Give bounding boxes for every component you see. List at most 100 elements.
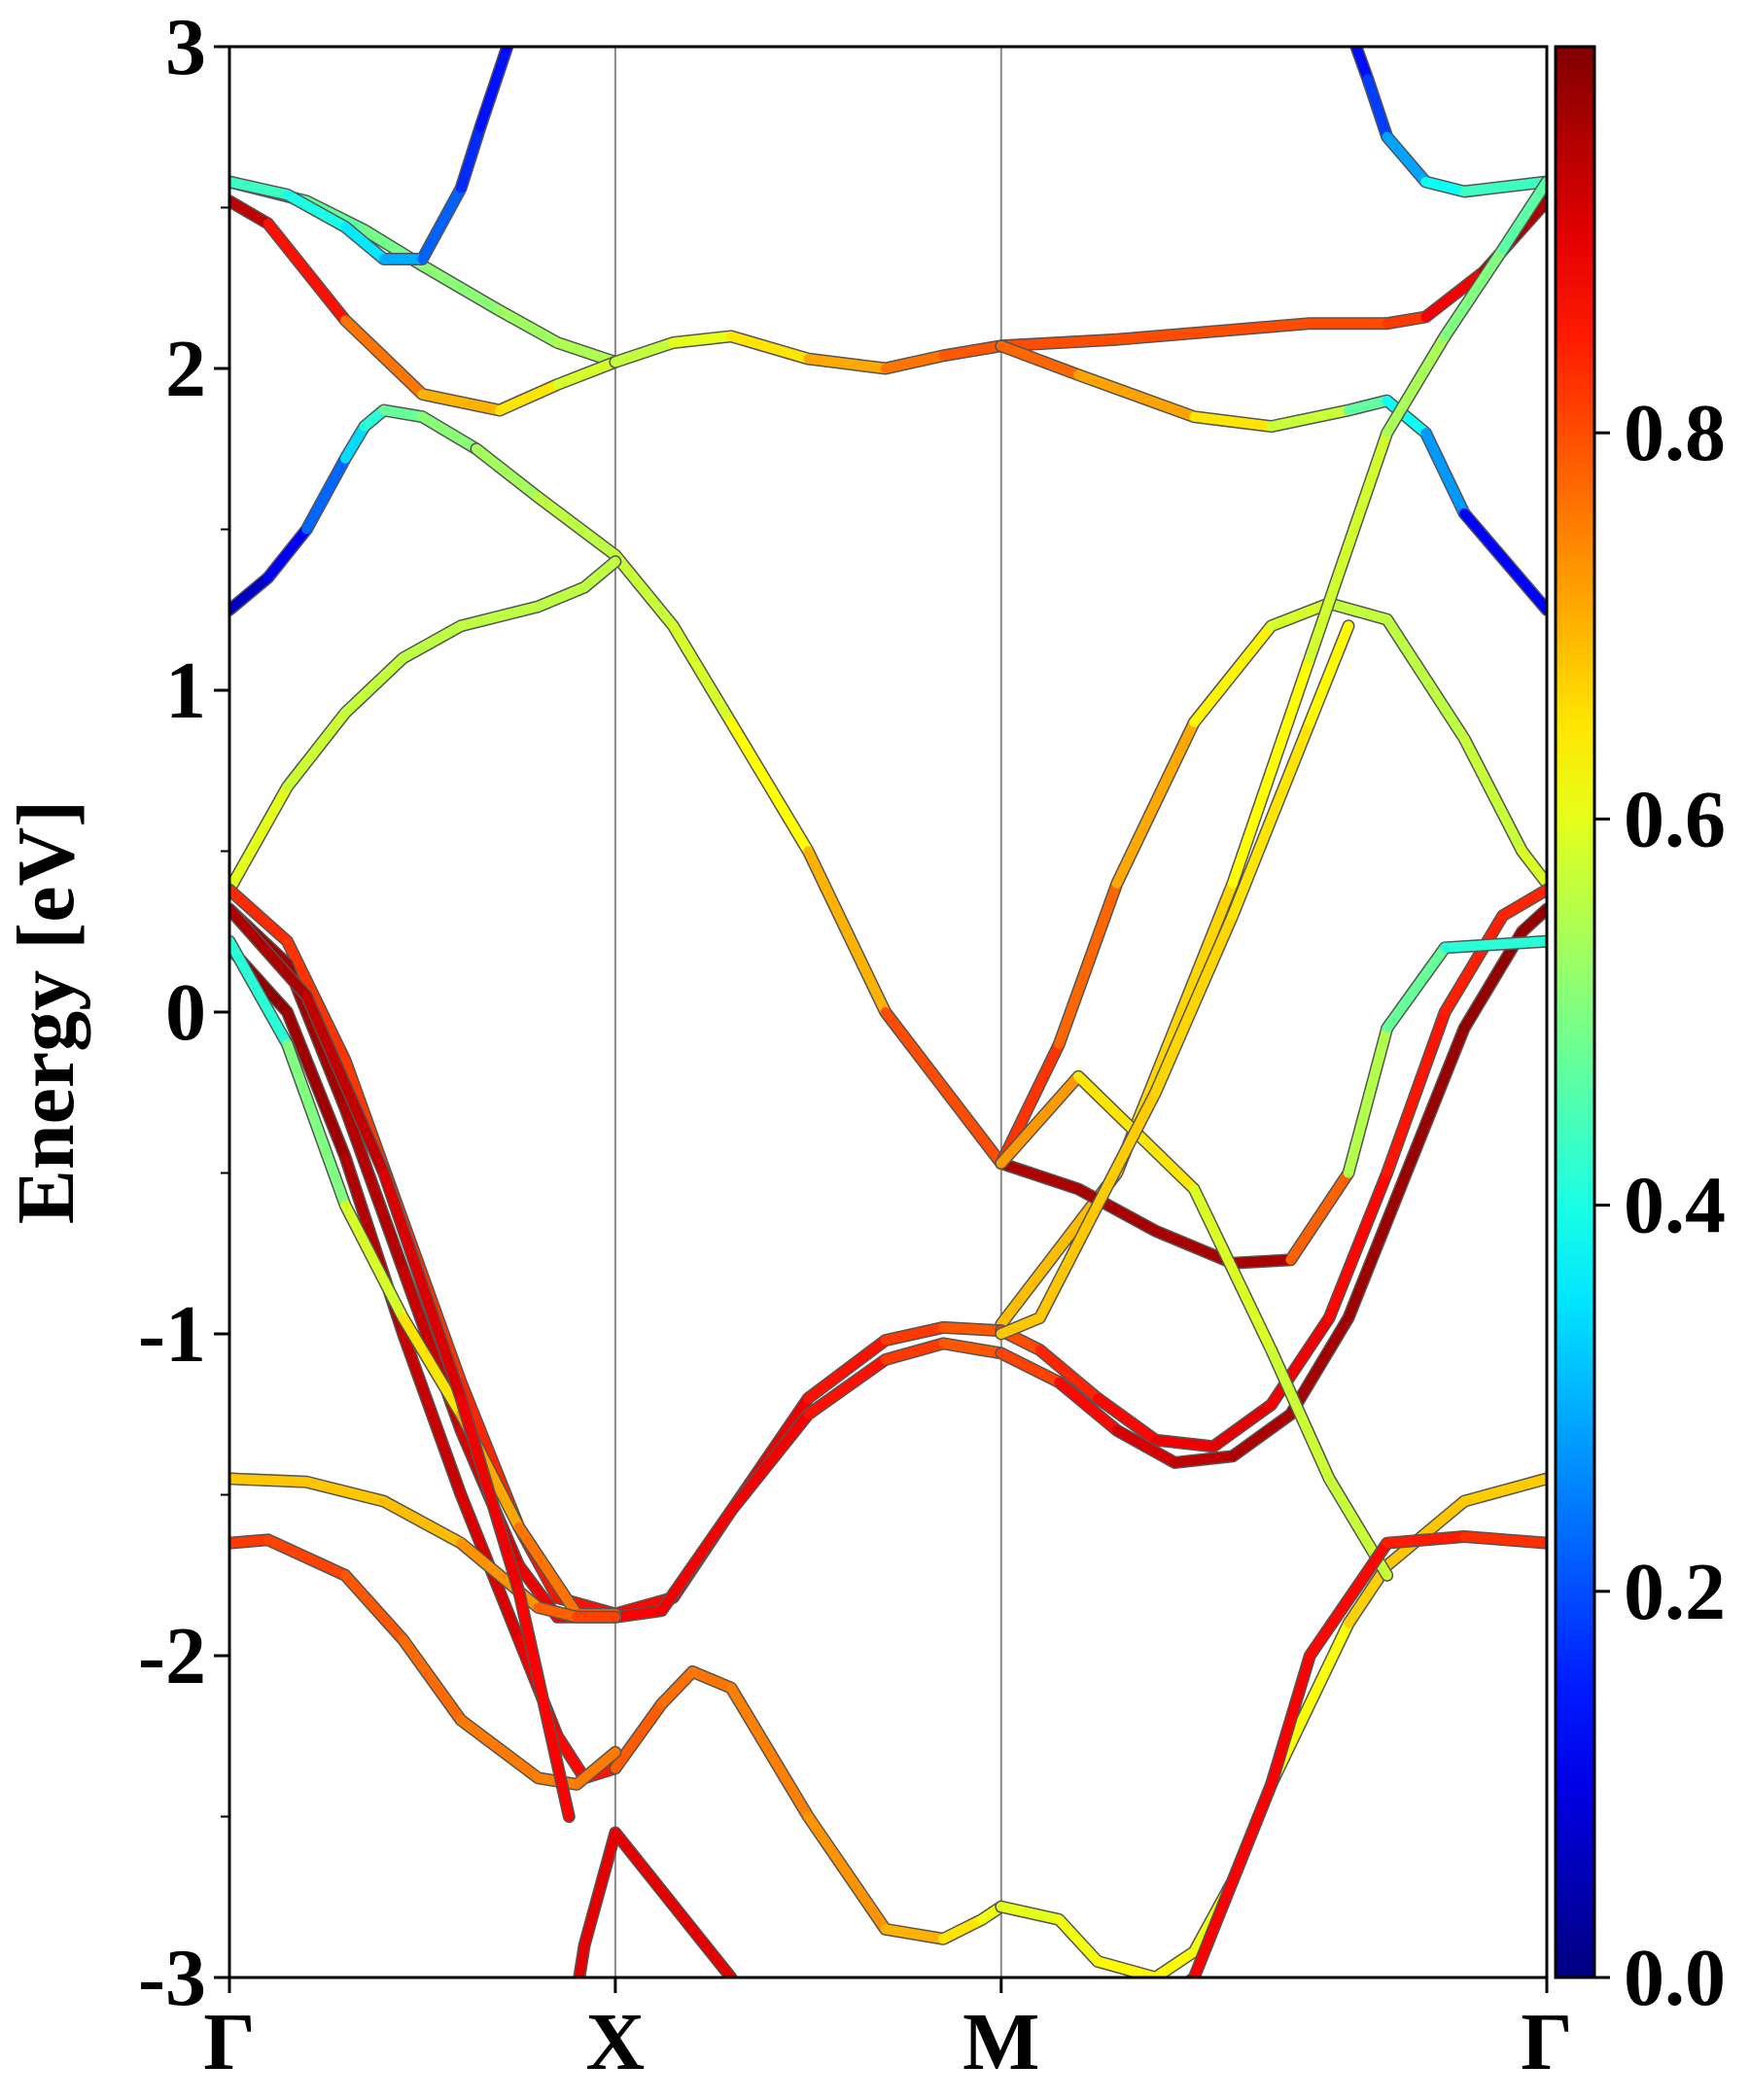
band-23-segment bbox=[229, 936, 293, 1050]
band-18-segment bbox=[1170, 1451, 1238, 1468]
band-29-segment bbox=[1189, 1779, 1277, 1978]
band-8-segment bbox=[803, 354, 891, 373]
band-7-segment bbox=[229, 177, 293, 200]
band-21-segment bbox=[996, 1902, 1065, 1925]
colorbar-tick-label: 0.4 bbox=[1624, 1161, 1726, 1251]
band-9-segment bbox=[996, 334, 1122, 351]
band-19-segment bbox=[552, 1731, 590, 1783]
band-10-segment bbox=[1382, 396, 1431, 438]
band-3-segment bbox=[1382, 614, 1470, 744]
band-27-segment bbox=[1305, 620, 1353, 728]
band-17 bbox=[609, 1337, 1008, 1624]
band-1-segment bbox=[301, 453, 351, 535]
band-30-segment bbox=[301, 991, 389, 1178]
y-tick-label: 1 bbox=[165, 646, 206, 736]
band-22 bbox=[1265, 1472, 1547, 1791]
band-20 bbox=[609, 1665, 1008, 1945]
band-1-segment bbox=[417, 411, 482, 454]
band-30-outline bbox=[229, 902, 576, 1823]
band-12-segment bbox=[1440, 244, 1508, 341]
band-18-segment bbox=[1227, 1409, 1296, 1461]
band-15-segment bbox=[1440, 910, 1508, 1017]
colorbar-tick-label: 0.8 bbox=[1624, 388, 1726, 478]
band-4-segment bbox=[579, 556, 620, 593]
band-28-segment bbox=[572, 1747, 620, 1790]
band-20-segment bbox=[687, 1666, 736, 1694]
band-2-segment bbox=[725, 718, 814, 857]
band-2-segment bbox=[880, 1007, 1006, 1169]
band-20-segment bbox=[803, 1811, 891, 1935]
band-16-segment bbox=[340, 1103, 408, 1275]
band-2-segment bbox=[610, 549, 679, 631]
band-27-segment bbox=[1227, 718, 1315, 921]
band-6-segment bbox=[552, 357, 620, 390]
band-20-segment bbox=[725, 1683, 814, 1822]
band-11-segment bbox=[1459, 177, 1547, 196]
band-4-segment bbox=[340, 652, 408, 718]
x-tick-label: Γ bbox=[1521, 1997, 1572, 2087]
band-18-segment bbox=[996, 1348, 1065, 1387]
x-tick-label: Γ bbox=[203, 1997, 255, 2087]
band-10-segment bbox=[1189, 411, 1277, 432]
band-19 bbox=[229, 941, 622, 1785]
band-19-segment bbox=[282, 1007, 351, 1162]
band-27-outline bbox=[995, 619, 1355, 1341]
band-14-segment bbox=[880, 1322, 949, 1346]
band-28-segment bbox=[340, 1570, 408, 1645]
band-7-outline bbox=[229, 47, 514, 265]
band-15-segment bbox=[1093, 1393, 1161, 1446]
band-18-segment bbox=[1111, 1425, 1180, 1468]
band-23-segment bbox=[398, 1312, 467, 1419]
band-14-outline bbox=[609, 1320, 1008, 1621]
x-tick-label: M bbox=[962, 1997, 1039, 2087]
band-8-segment bbox=[725, 331, 814, 365]
band-8-segment bbox=[880, 350, 949, 373]
band-23-segment bbox=[340, 1200, 408, 1323]
band-17-outline bbox=[609, 1337, 1008, 1624]
band-27-segment bbox=[1093, 1087, 1161, 1210]
band-14 bbox=[609, 1320, 1008, 1621]
band-24-segment bbox=[533, 1602, 582, 1623]
colorbar-ticks: 0.0 0.2 0.4 0.6 0.8 bbox=[1594, 388, 1726, 2023]
band-9-segment bbox=[1111, 325, 1238, 345]
band-12-segment bbox=[1497, 177, 1547, 255]
band-20-segment bbox=[938, 1914, 987, 1944]
colorbar-tick-label: 0.2 bbox=[1624, 1547, 1726, 1637]
band-6 bbox=[229, 194, 622, 417]
band-10-segment bbox=[1343, 396, 1392, 416]
band-27-segment bbox=[996, 1312, 1045, 1339]
band-25-segment bbox=[1382, 942, 1451, 1033]
band-30-segment bbox=[513, 1586, 575, 1822]
band-9-segment bbox=[1420, 266, 1488, 323]
band-7-segment bbox=[456, 122, 485, 193]
band-31-segment bbox=[610, 1828, 659, 1886]
band-13 bbox=[229, 883, 622, 1621]
band-19-outline bbox=[229, 941, 622, 1785]
band-15-segment bbox=[1497, 885, 1547, 921]
y-tick-label: 0 bbox=[165, 967, 206, 1058]
band-21-segment bbox=[1150, 1946, 1200, 1978]
band-30-segment bbox=[229, 904, 312, 1001]
band-1-segment bbox=[378, 405, 428, 422]
band-20-segment bbox=[610, 1698, 667, 1773]
band-7-segment bbox=[502, 47, 513, 52]
band-25-segment bbox=[1343, 1023, 1392, 1178]
band-19-segment bbox=[398, 1329, 467, 1500]
band-3-segment bbox=[1054, 878, 1122, 1050]
band-29-segment bbox=[1382, 1531, 1470, 1549]
band-25-segment bbox=[1227, 1254, 1296, 1269]
band-24-segment bbox=[378, 1496, 467, 1549]
band-28 bbox=[229, 1533, 622, 1791]
plot-area bbox=[228, 45, 1549, 1979]
band-30-segment bbox=[456, 1393, 524, 1596]
band-17-segment bbox=[880, 1338, 949, 1365]
band-6-segment bbox=[262, 219, 351, 326]
y-tick-label: -3 bbox=[138, 1933, 206, 2023]
band-6-segment bbox=[494, 379, 563, 416]
x-tick-label: X bbox=[586, 1997, 646, 2087]
band-10-segment bbox=[1459, 508, 1547, 615]
band-25-segment bbox=[1440, 936, 1547, 953]
band-3-segment bbox=[1324, 598, 1392, 625]
band-29-segment bbox=[1459, 1531, 1547, 1549]
band-21-segment bbox=[1054, 1914, 1103, 1967]
